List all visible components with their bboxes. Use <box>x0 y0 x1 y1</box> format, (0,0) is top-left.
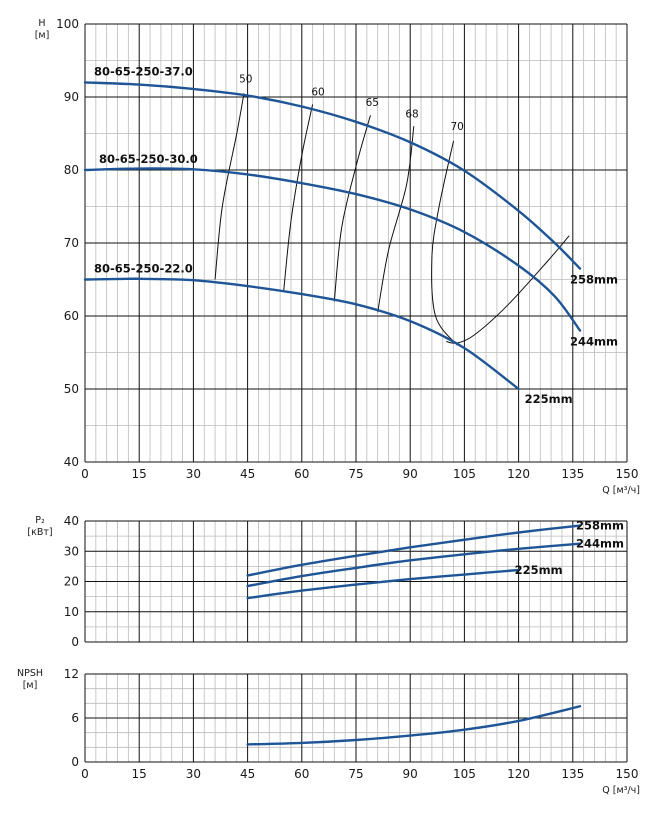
x-tick-label: 0 <box>81 767 89 781</box>
x-tick-label: 30 <box>186 467 201 481</box>
series-line <box>83 277 520 391</box>
series-end-label: 244mm <box>570 335 618 349</box>
series-end-label: 258mm <box>570 273 618 287</box>
y-tick-label: 0 <box>71 755 79 769</box>
efficiency-label: 68 <box>405 108 418 120</box>
y-tick-label: 90 <box>64 90 79 104</box>
y-axis-symbol: NPSH <box>17 668 43 679</box>
series-line <box>246 542 582 588</box>
x-tick-label: 135 <box>561 467 584 481</box>
x-tick-label: 90 <box>403 467 418 481</box>
x-tick-label: 120 <box>507 767 530 781</box>
efficiency-label: 50 <box>239 73 252 85</box>
efficiency-line <box>283 104 314 291</box>
x-tick-label: 45 <box>240 767 255 781</box>
x-tick-label: 105 <box>453 467 476 481</box>
y-axis-unit: [кВт] <box>27 527 52 538</box>
series-end-label: 225mm <box>515 563 563 577</box>
y-tick-label: 12 <box>64 667 79 681</box>
efficiency-label: 60 <box>311 87 324 99</box>
efficiency-line <box>333 115 371 302</box>
y-tick-label: 70 <box>64 236 79 250</box>
panel-1: 40 50 60 70 80 90 100 0 15 30 45 60 75 90 105 120 135 150… <box>35 17 640 496</box>
x-tick-label: 150 <box>616 467 639 481</box>
series-line <box>83 167 582 332</box>
x-tick-label: 150 <box>616 767 639 781</box>
x-tick-label: 75 <box>348 467 363 481</box>
x-axis-label: Q [м³/ч] <box>602 485 640 496</box>
y-tick-label: 30 <box>64 544 79 558</box>
series-line <box>83 81 582 270</box>
y-tick-label: 10 <box>64 605 79 619</box>
x-tick-label: 60 <box>294 467 309 481</box>
x-tick-label: 0 <box>81 467 89 481</box>
efficiency-label: 70 <box>450 121 463 133</box>
series-end-label: 225mm <box>525 392 573 406</box>
y-axis-symbol: H <box>38 18 45 29</box>
series-end-label: 258mm <box>576 519 624 533</box>
y-tick-label: 20 <box>64 575 79 589</box>
series-name-label: 80-65-250-30.0 <box>99 152 198 166</box>
series-name-label: 80-65-250-22.0 <box>94 262 193 276</box>
x-tick-label: 90 <box>403 767 418 781</box>
x-tick-label: 15 <box>132 767 147 781</box>
y-tick-label: 50 <box>64 382 79 396</box>
y-tick-label: 0 <box>71 635 79 649</box>
x-tick-label: 120 <box>507 467 530 481</box>
y-tick-label: 60 <box>64 309 79 323</box>
x-tick-label: 75 <box>348 767 363 781</box>
x-tick-label: 45 <box>240 467 255 481</box>
y-tick-label: 100 <box>56 17 79 31</box>
series-line <box>246 705 582 746</box>
x-tick-label: 15 <box>132 467 147 481</box>
series-line <box>246 568 520 600</box>
efficiency-line <box>377 126 415 313</box>
series-line <box>246 524 582 577</box>
x-axis-label: Q [м³/ч] <box>602 785 640 796</box>
x-tick-label: 60 <box>294 767 309 781</box>
y-axis-unit: [м] <box>23 680 38 691</box>
x-tick-label: 135 <box>561 767 584 781</box>
x-tick-label: 105 <box>453 767 476 781</box>
efficiency-label: 65 <box>366 97 379 109</box>
series-end-label: 244mm <box>576 537 624 551</box>
y-axis-symbol: P₂ <box>35 515 45 526</box>
y-tick-label: 80 <box>64 163 79 177</box>
panel-2: 0 10 20 30 40 P₂[кВт] 258mm 244mm 225mm <box>27 514 628 649</box>
y-tick-label: 6 <box>71 711 79 725</box>
y-tick-label: 40 <box>64 455 79 469</box>
y-axis-unit: [м] <box>35 30 50 41</box>
efficiency-line <box>214 93 245 280</box>
x-tick-label: 30 <box>186 767 201 781</box>
series-name-label: 80-65-250-37.0 <box>94 64 193 78</box>
efficiency-line <box>431 140 458 346</box>
y-tick-label: 40 <box>64 514 79 528</box>
